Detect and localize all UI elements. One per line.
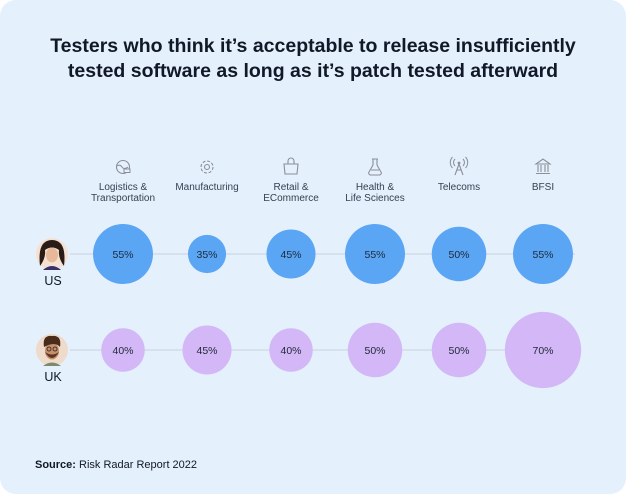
source-note: Source: Risk Radar Report 2022 bbox=[35, 459, 197, 471]
data-bubble bbox=[345, 224, 405, 284]
category-label: Transportation bbox=[91, 193, 155, 204]
data-bubble bbox=[182, 325, 232, 375]
data-bubble bbox=[93, 224, 153, 284]
data-label: 50% bbox=[364, 345, 385, 357]
series-label: US bbox=[44, 274, 61, 288]
category-label: ECommerce bbox=[263, 193, 319, 204]
icon-part bbox=[457, 161, 461, 165]
avatar-hair bbox=[43, 335, 61, 347]
globe-truck-icon bbox=[115, 159, 131, 175]
chart-title-line-2: tested software as long as it’s patch te… bbox=[67, 60, 559, 82]
series-label: UK bbox=[44, 370, 62, 384]
avatar-face bbox=[46, 247, 58, 263]
data-label: 40% bbox=[280, 345, 301, 357]
data-label: 55% bbox=[364, 249, 385, 261]
data-label: 35% bbox=[196, 249, 217, 261]
icon-part bbox=[283, 163, 299, 175]
data-label: 50% bbox=[448, 249, 469, 261]
data-bubble bbox=[504, 311, 582, 389]
category-label: Health & bbox=[356, 182, 395, 193]
chart-title-line-1: Testers who think it’s acceptable to rel… bbox=[50, 35, 576, 57]
category-label: Logistics & bbox=[99, 182, 148, 193]
avatar-glasses bbox=[52, 346, 58, 352]
data-bubble bbox=[513, 224, 573, 284]
data-label: 55% bbox=[532, 249, 553, 261]
bank-icon bbox=[534, 158, 552, 175]
data-label: 40% bbox=[112, 345, 133, 357]
icon-part bbox=[200, 160, 214, 174]
icon-part bbox=[287, 157, 295, 164]
icon-part bbox=[454, 163, 464, 176]
shopping-bag-icon bbox=[283, 157, 299, 175]
source-text: Risk Radar Report 2022 bbox=[75, 459, 198, 471]
data-bubble bbox=[101, 328, 145, 372]
data-label: 45% bbox=[280, 249, 301, 261]
data-label: 45% bbox=[196, 345, 217, 357]
avatar-hair bbox=[39, 240, 65, 266]
data-bubble bbox=[266, 229, 316, 279]
data-bubble bbox=[269, 328, 313, 372]
category-label: Retail & bbox=[273, 182, 308, 193]
flask-icon bbox=[368, 158, 382, 176]
icon-part bbox=[115, 159, 131, 175]
category-label: Manufacturing bbox=[175, 182, 238, 193]
icon-part bbox=[116, 164, 129, 169]
icon-part bbox=[203, 163, 211, 171]
woman-avatar bbox=[36, 238, 68, 270]
category-label: Telecoms bbox=[438, 182, 480, 193]
avatar-beard bbox=[45, 352, 59, 358]
icon-part bbox=[368, 158, 382, 176]
data-bubble bbox=[187, 234, 227, 274]
category-label: BFSI bbox=[532, 182, 554, 193]
antenna-icon bbox=[449, 156, 469, 176]
avatar-shirt bbox=[43, 362, 61, 366]
data-label: 55% bbox=[112, 249, 133, 261]
avatar-glasses bbox=[46, 346, 52, 352]
icon-part bbox=[123, 168, 131, 173]
avatar-shirt bbox=[43, 266, 61, 270]
data-label: 70% bbox=[532, 345, 553, 357]
icon-part bbox=[534, 158, 552, 165]
data-bubble bbox=[431, 226, 487, 282]
source-label: Source: bbox=[35, 459, 76, 471]
data-bubble bbox=[431, 322, 487, 378]
data-bubble bbox=[347, 322, 403, 378]
category-label: Life Sciences bbox=[345, 193, 404, 204]
man-avatar bbox=[36, 334, 68, 366]
icon-part bbox=[449, 156, 469, 169]
data-label: 50% bbox=[448, 345, 469, 357]
icon-part bbox=[536, 165, 550, 175]
gear-icon bbox=[200, 160, 214, 174]
